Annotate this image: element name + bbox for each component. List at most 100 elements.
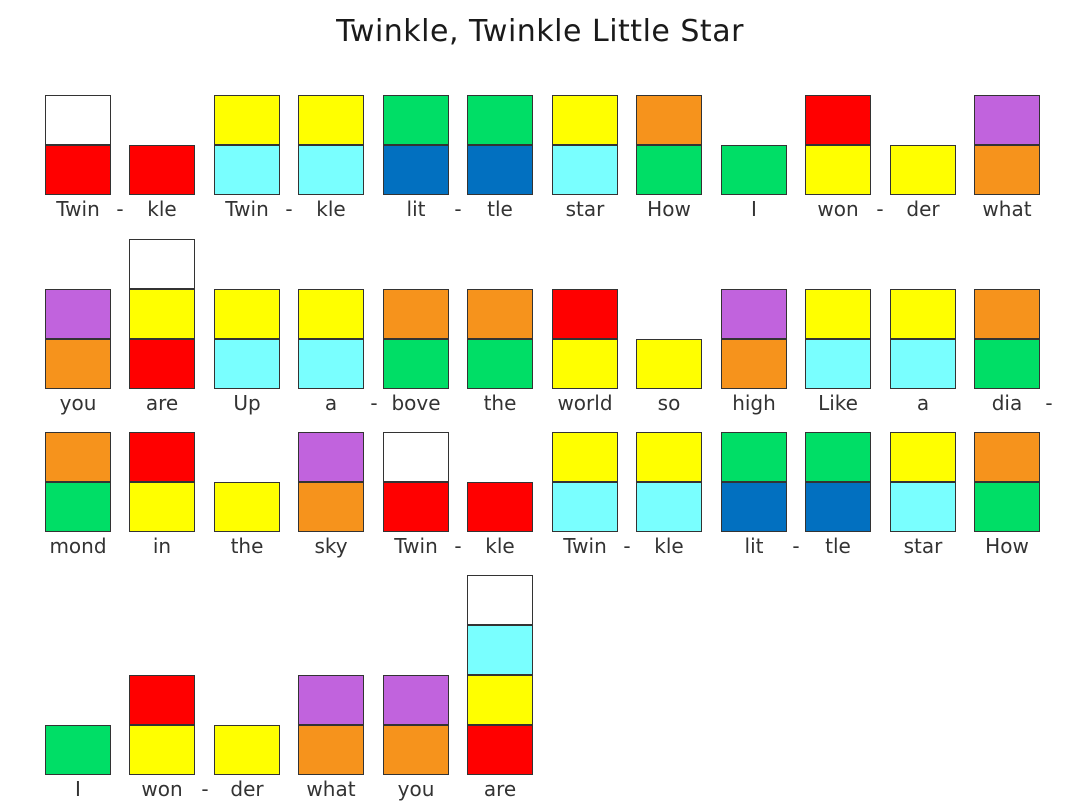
syllable-label: dia xyxy=(991,391,1023,415)
syllable-label: lit xyxy=(406,197,426,221)
syllable-label: kle xyxy=(485,534,515,558)
syllable-label: are xyxy=(483,777,517,801)
color-block xyxy=(974,289,1040,339)
syllable-label: I xyxy=(75,777,81,801)
color-block xyxy=(45,95,111,145)
color-block xyxy=(383,145,449,195)
color-block xyxy=(552,95,618,145)
color-block xyxy=(805,289,871,339)
syllable-label: a xyxy=(916,391,930,415)
color-block xyxy=(383,289,449,339)
syllable-label: high xyxy=(732,391,776,415)
color-block xyxy=(974,482,1040,532)
color-block xyxy=(298,432,364,482)
syllable-label: won xyxy=(141,777,183,801)
color-block xyxy=(974,95,1040,145)
color-block xyxy=(214,95,280,145)
hyphen: - xyxy=(201,777,209,801)
color-block xyxy=(552,145,618,195)
color-block xyxy=(890,145,956,195)
syllable-label: world xyxy=(557,391,613,415)
syllable-label: are xyxy=(145,391,179,415)
color-block xyxy=(805,432,871,482)
color-block xyxy=(890,432,956,482)
syllable-label: in xyxy=(152,534,172,558)
syllable-label: Like xyxy=(818,391,858,415)
hyphen: - xyxy=(454,534,462,558)
syllable-label: der xyxy=(230,777,264,801)
color-block xyxy=(383,432,449,482)
color-block xyxy=(383,339,449,389)
syllable-label: what xyxy=(982,197,1032,221)
syllable-label: what xyxy=(306,777,356,801)
syllable-label: you xyxy=(397,777,435,801)
color-block xyxy=(467,482,533,532)
syllable-label: kle xyxy=(316,197,346,221)
syllable-label: Twin xyxy=(563,534,607,558)
syllable-label: kle xyxy=(147,197,177,221)
color-block xyxy=(721,339,787,389)
syllable-label: der xyxy=(906,197,940,221)
color-block xyxy=(805,339,871,389)
syllable-label: I xyxy=(751,197,757,221)
syllable-label: bove xyxy=(391,391,441,415)
color-block xyxy=(467,95,533,145)
color-block xyxy=(45,482,111,532)
color-block xyxy=(45,339,111,389)
syllable-label: star xyxy=(565,197,605,221)
syllable-label: Up xyxy=(233,391,261,415)
color-block xyxy=(214,289,280,339)
syllable-label: mond xyxy=(49,534,107,558)
color-block xyxy=(805,482,871,532)
color-block xyxy=(383,675,449,725)
color-block xyxy=(721,289,787,339)
color-block xyxy=(129,289,195,339)
color-block xyxy=(45,289,111,339)
song-title: Twinkle, Twinkle Little Star xyxy=(336,14,744,49)
hyphen: - xyxy=(876,197,884,221)
color-block xyxy=(552,432,618,482)
hyphen: - xyxy=(454,197,462,221)
color-block xyxy=(214,482,280,532)
color-block xyxy=(45,725,111,775)
color-block xyxy=(298,95,364,145)
syllable-label: star xyxy=(903,534,943,558)
color-block xyxy=(721,482,787,532)
hyphen: - xyxy=(285,197,293,221)
color-block xyxy=(805,145,871,195)
syllable-label: Twin xyxy=(394,534,438,558)
color-block xyxy=(467,575,533,625)
color-block xyxy=(45,145,111,195)
syllable-label: won xyxy=(817,197,859,221)
color-block xyxy=(467,625,533,675)
color-block xyxy=(636,95,702,145)
color-block xyxy=(129,145,195,195)
color-block xyxy=(383,95,449,145)
color-block xyxy=(214,339,280,389)
color-block xyxy=(974,432,1040,482)
syllable-label: How xyxy=(985,534,1029,558)
color-block xyxy=(214,145,280,195)
color-block xyxy=(383,482,449,532)
color-block xyxy=(636,339,702,389)
color-block xyxy=(45,432,111,482)
color-block xyxy=(890,482,956,532)
color-block xyxy=(890,339,956,389)
color-block xyxy=(890,289,956,339)
syllable-label: sky xyxy=(314,534,348,558)
hyphen: - xyxy=(623,534,631,558)
color-block xyxy=(467,145,533,195)
color-block xyxy=(129,339,195,389)
color-block xyxy=(129,432,195,482)
color-block xyxy=(805,95,871,145)
color-block xyxy=(129,482,195,532)
color-block xyxy=(467,725,533,775)
color-block xyxy=(298,482,364,532)
syllable-label: tle xyxy=(487,197,513,221)
color-block xyxy=(974,145,1040,195)
color-block xyxy=(552,339,618,389)
color-block xyxy=(552,289,618,339)
syllable-label: so xyxy=(657,391,681,415)
syllable-label: How xyxy=(647,197,691,221)
color-block xyxy=(721,145,787,195)
